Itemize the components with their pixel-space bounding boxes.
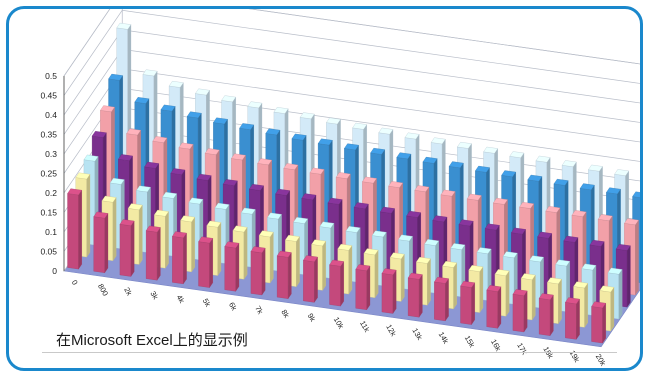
- y-tick-label: 0.15: [40, 208, 57, 218]
- x-tick-label: 20k: [594, 352, 608, 367]
- chart-bar: [407, 272, 423, 318]
- y-tick-label: 0.4: [45, 110, 57, 120]
- chart-bar: [512, 289, 528, 333]
- x-tick-label: 11k: [358, 319, 372, 334]
- x-tick-label: 6k: [227, 301, 239, 313]
- y-tick-label: 0.2: [45, 188, 57, 198]
- x-tick-label: 10k: [332, 315, 346, 330]
- chart-bar: [276, 250, 292, 300]
- chart-bar: [145, 225, 161, 281]
- y-tick-label: 0.1: [45, 227, 57, 237]
- chart-gridline: [63, 9, 640, 96]
- x-tick-label: 14k: [437, 330, 451, 345]
- x-tick-label: 3k: [148, 290, 160, 302]
- chart-bar: [172, 231, 187, 285]
- y-tick-label: 0.25: [40, 169, 57, 179]
- x-tick-label: 12k: [384, 323, 398, 338]
- chart-bar: [460, 281, 476, 326]
- chart-bar: [434, 276, 449, 322]
- x-tick-label: 9k: [306, 312, 318, 324]
- x-tick-label: 5k: [201, 297, 213, 309]
- x-tick-label: 4k: [175, 293, 187, 305]
- y-tick-label: 0: [52, 266, 57, 276]
- x-tick-label: 0: [70, 278, 80, 286]
- x-tick-label: 2k: [122, 286, 134, 298]
- chart-bar: [591, 301, 607, 344]
- chart-caption: 在Microsoft Excel上的显示例: [56, 332, 248, 349]
- chart-bar: [93, 211, 109, 274]
- y-tick-label: 0.35: [40, 130, 57, 140]
- x-tick-label: 15k: [463, 334, 477, 349]
- chart-bar: [224, 241, 240, 292]
- y-tick-label: 0.45: [40, 91, 57, 101]
- caption-divider: [42, 352, 617, 353]
- y-tick-label: 0.05: [40, 247, 57, 257]
- x-tick-label: 7k: [253, 304, 265, 316]
- chart-bar: [355, 264, 371, 311]
- chart-bar: [67, 188, 83, 270]
- chart-bar: [565, 297, 580, 340]
- chart-bar: [119, 219, 135, 277]
- chart-bar: [381, 268, 397, 314]
- chart-bar: [198, 236, 214, 289]
- chart-bar: [486, 285, 502, 329]
- chart-bar: [329, 259, 345, 307]
- chart-3d-column: 0 0.05 0.1 0.15 0.2 0.25 0.3 0.35 0.4 0.45 0.5 0 800…: [40, 9, 640, 368]
- chart-bar: [250, 246, 266, 296]
- x-tick-label: 17k: [515, 341, 529, 356]
- y-tick-label: 0.5: [45, 71, 57, 81]
- x-tick-label: 8k: [279, 308, 291, 320]
- x-tick-label: 19k: [568, 349, 582, 364]
- x-tick-label: 13k: [410, 327, 424, 342]
- chart-card: 0 0.05 0.1 0.15 0.2 0.25 0.3 0.35 0.4 0.45 0.5 0 800…: [6, 6, 643, 371]
- x-tick-label: 16k: [489, 338, 503, 353]
- chart-gridline: [63, 9, 640, 77]
- chart-bar: [303, 255, 318, 303]
- y-tick-label: 0.3: [45, 149, 57, 159]
- x-tick-label: 800: [96, 282, 110, 297]
- chart-bar: [538, 293, 554, 337]
